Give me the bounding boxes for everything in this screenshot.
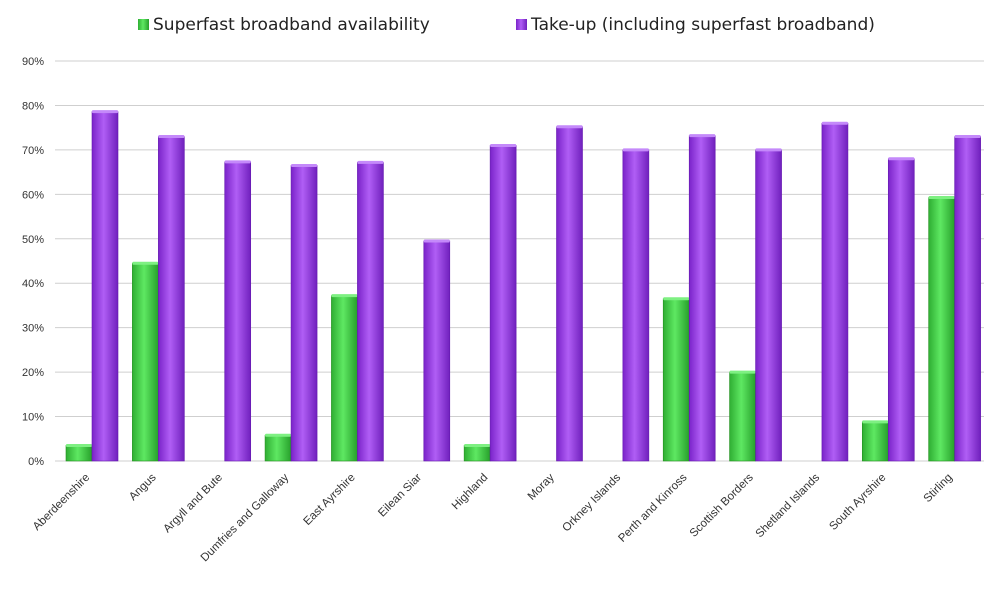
gridlines [55, 60, 984, 462]
x-tick-label: Orkney Islands [560, 471, 623, 534]
bar-cap-takeup [556, 125, 583, 129]
legend-swatch-takeup [516, 19, 527, 30]
bar-takeup [821, 122, 849, 462]
bar-takeup [357, 162, 384, 462]
x-tick-label: Argyll and Bute [161, 472, 225, 536]
bar-cap-takeup [423, 239, 450, 243]
bar-availability [928, 197, 955, 462]
bar-cap-takeup [490, 143, 517, 147]
y-tick-label: 90% [22, 56, 44, 68]
x-tick-label: Angus [127, 471, 159, 503]
x-tick-label: Eilean Siar [376, 472, 424, 520]
legend-item-availability: Superfast broadband availability [138, 15, 430, 35]
bar-takeup [556, 126, 583, 462]
bar-cap-availability [132, 261, 159, 265]
legend-label-availability: Superfast broadband availability [153, 15, 430, 35]
y-tick-label: 40% [22, 278, 44, 290]
x-tick-label: Perth and Kinross [616, 471, 689, 544]
bar-availability [729, 371, 756, 462]
y-tick-label: 20% [22, 367, 44, 379]
bar-cap-takeup [689, 134, 716, 138]
bar-cap-availability [464, 443, 491, 447]
bar-takeup [91, 111, 119, 462]
x-tick-label: Aberdeenshire [31, 472, 92, 533]
bar-availability [132, 262, 159, 462]
legend-swatch-availability [138, 19, 149, 30]
x-tick-label: Stirling [922, 472, 955, 505]
legend: Superfast broadband availability Take-up… [138, 15, 875, 35]
bar-cap-takeup [224, 160, 251, 164]
x-tick-label: Highland [450, 472, 491, 513]
bar-cap-availability [66, 443, 92, 447]
bar-availability [861, 421, 889, 462]
bar-cap-availability [928, 195, 955, 199]
bar-cap-availability [331, 294, 358, 298]
bar-cap-takeup [357, 160, 384, 164]
y-tick-label: 30% [22, 323, 44, 335]
y-tick-label: 50% [22, 234, 44, 246]
bar-takeup [954, 136, 981, 462]
bar-takeup [688, 135, 716, 462]
bar-availability [331, 295, 358, 462]
y-tick-label: 10% [22, 412, 44, 424]
bar-cap-takeup [158, 135, 185, 139]
x-tick-label: Shetland Islands [754, 471, 823, 540]
x-tick-label: Moray [526, 471, 557, 502]
bar-takeup [290, 165, 318, 462]
bar-availability [264, 434, 292, 462]
bars [65, 110, 981, 462]
bar-takeup [622, 149, 650, 462]
bar-takeup [224, 161, 252, 462]
bar-cap-takeup [622, 148, 649, 152]
bar-availability [463, 445, 491, 462]
bar-cap-availability [862, 420, 889, 424]
x-tick-label: East Ayrshire [301, 472, 357, 528]
bar-availability [65, 445, 93, 462]
bar-cap-availability [729, 370, 756, 374]
bar-takeup [423, 240, 451, 462]
bar-takeup [755, 149, 782, 462]
bar-cap-availability [265, 433, 292, 437]
x-axis-labels: Aberdeenshire Angus Argyll and ButeDumfrie… [31, 471, 955, 564]
bar-cap-takeup [888, 157, 915, 161]
legend-item-takeup: Take-up (including superfast broadband) [516, 15, 875, 35]
y-tick-label: 80% [22, 100, 44, 112]
y-tick-label: 70% [22, 145, 44, 157]
x-tick-label: Scottish Borders [688, 471, 756, 539]
bar-cap-takeup [755, 148, 782, 152]
bar-cap-takeup [821, 121, 848, 125]
bar-takeup [887, 158, 915, 462]
bar-cap-takeup [291, 163, 318, 167]
x-tick-label: South Ayrshire [827, 472, 888, 533]
bar-cap-availability [663, 297, 690, 301]
y-tick-label: 0% [28, 456, 44, 468]
bar-availability [662, 298, 690, 462]
y-tick-label: 60% [22, 189, 44, 201]
bar-cap-takeup [954, 135, 981, 139]
bar-cap-takeup [92, 110, 118, 114]
y-axis-ticks: 0% 10% 20% 30% 40% 50% 60% 70% 80% 90% [22, 56, 44, 468]
bar-takeup [158, 136, 185, 462]
legend-label-takeup: Take-up (including superfast broadband) [530, 15, 875, 35]
bar-takeup [489, 145, 517, 462]
